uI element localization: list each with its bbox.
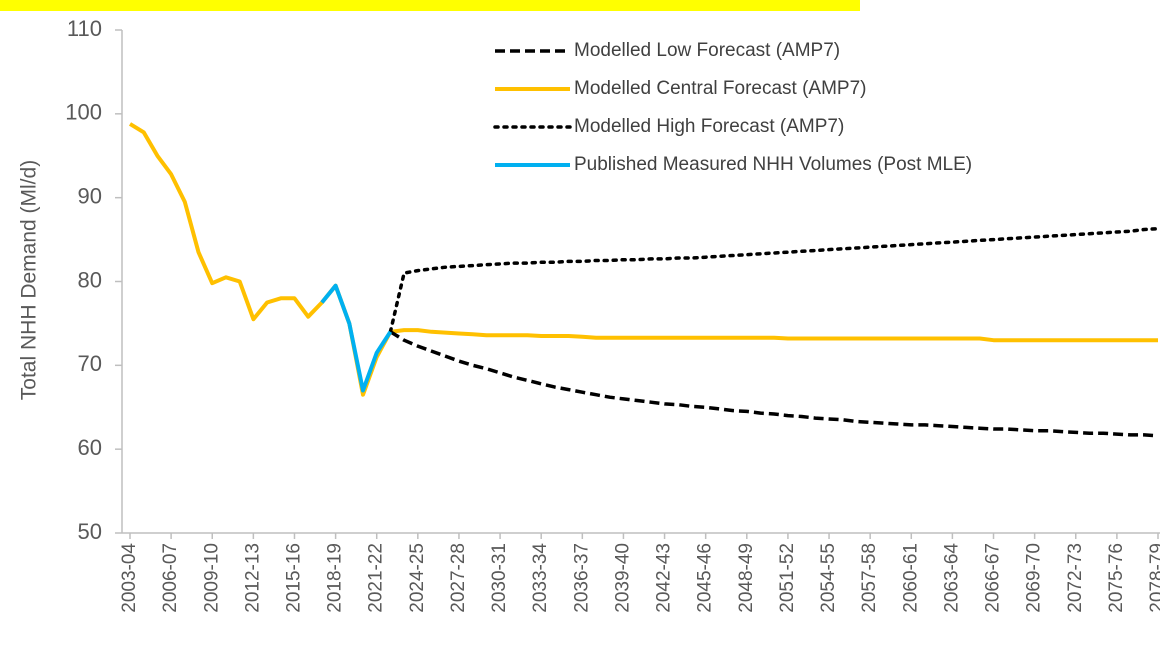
legend-label: Modelled High Forecast (AMP7): [574, 116, 844, 137]
x-tick-label: 2015-16: [283, 543, 304, 613]
x-tick-label: 2045-46: [695, 543, 716, 613]
y-tick-label: 70: [78, 351, 102, 376]
legend-label: Modelled Low Forecast (AMP7): [574, 40, 840, 61]
x-tick-label: 2024-25: [407, 543, 428, 613]
y-axis-title: Total NHH Demand (Ml/d): [18, 160, 41, 400]
x-tick-label: 2048-49: [736, 543, 757, 613]
x-tick-label: 2075-76: [1106, 543, 1127, 613]
x-tick-label: 2018-19: [325, 543, 346, 613]
x-tick-label: 2036-37: [571, 543, 592, 613]
x-tick-label: 2057-58: [859, 543, 880, 613]
x-tick-label: 2021-22: [366, 543, 387, 613]
y-tick-label: 50: [78, 519, 102, 544]
y-tick-label: 80: [78, 267, 102, 292]
x-tick-label: 2063-64: [941, 543, 962, 613]
highlight: [0, 0, 860, 11]
series-line: [128, 122, 1158, 397]
x-tick-label: 2060-61: [900, 543, 921, 613]
y-tick-label: 100: [65, 100, 102, 125]
x-tick-label: 2027-28: [448, 543, 469, 613]
x-tick-label: 2039-40: [612, 543, 633, 613]
y-tick-label: 110: [67, 16, 102, 41]
x-tick-label: 2078-79: [1147, 543, 1160, 613]
series-line: [389, 330, 1159, 438]
x-tick-label: 2009-10: [201, 543, 222, 613]
x-tick-label: 2072-73: [1065, 543, 1086, 613]
series-line: [320, 283, 393, 393]
legend-label: Published Measured NHH Volumes (Post MLE…: [574, 154, 972, 175]
legend-box: [462, 34, 1152, 190]
x-tick-label: 2012-13: [242, 543, 263, 613]
x-tick-label: 2006-07: [160, 543, 181, 613]
series-line: [388, 226, 1160, 334]
x-tick-label: 2069-70: [1024, 543, 1045, 613]
legend-label: Modelled Central Forecast (AMP7): [574, 78, 867, 99]
y-tick-label: 90: [78, 183, 102, 208]
x-tick-label: 2051-52: [777, 543, 798, 613]
x-tick-label: 2042-43: [654, 543, 675, 613]
y-tick-label: 60: [78, 435, 102, 460]
x-tick-label: 2003-04: [119, 543, 140, 613]
x-tick-label: 2054-55: [818, 543, 839, 613]
x-tick-label: 2066-67: [983, 543, 1004, 613]
x-tick-label: 2030-31: [489, 543, 510, 613]
x-tick-label: 2033-34: [530, 543, 551, 613]
